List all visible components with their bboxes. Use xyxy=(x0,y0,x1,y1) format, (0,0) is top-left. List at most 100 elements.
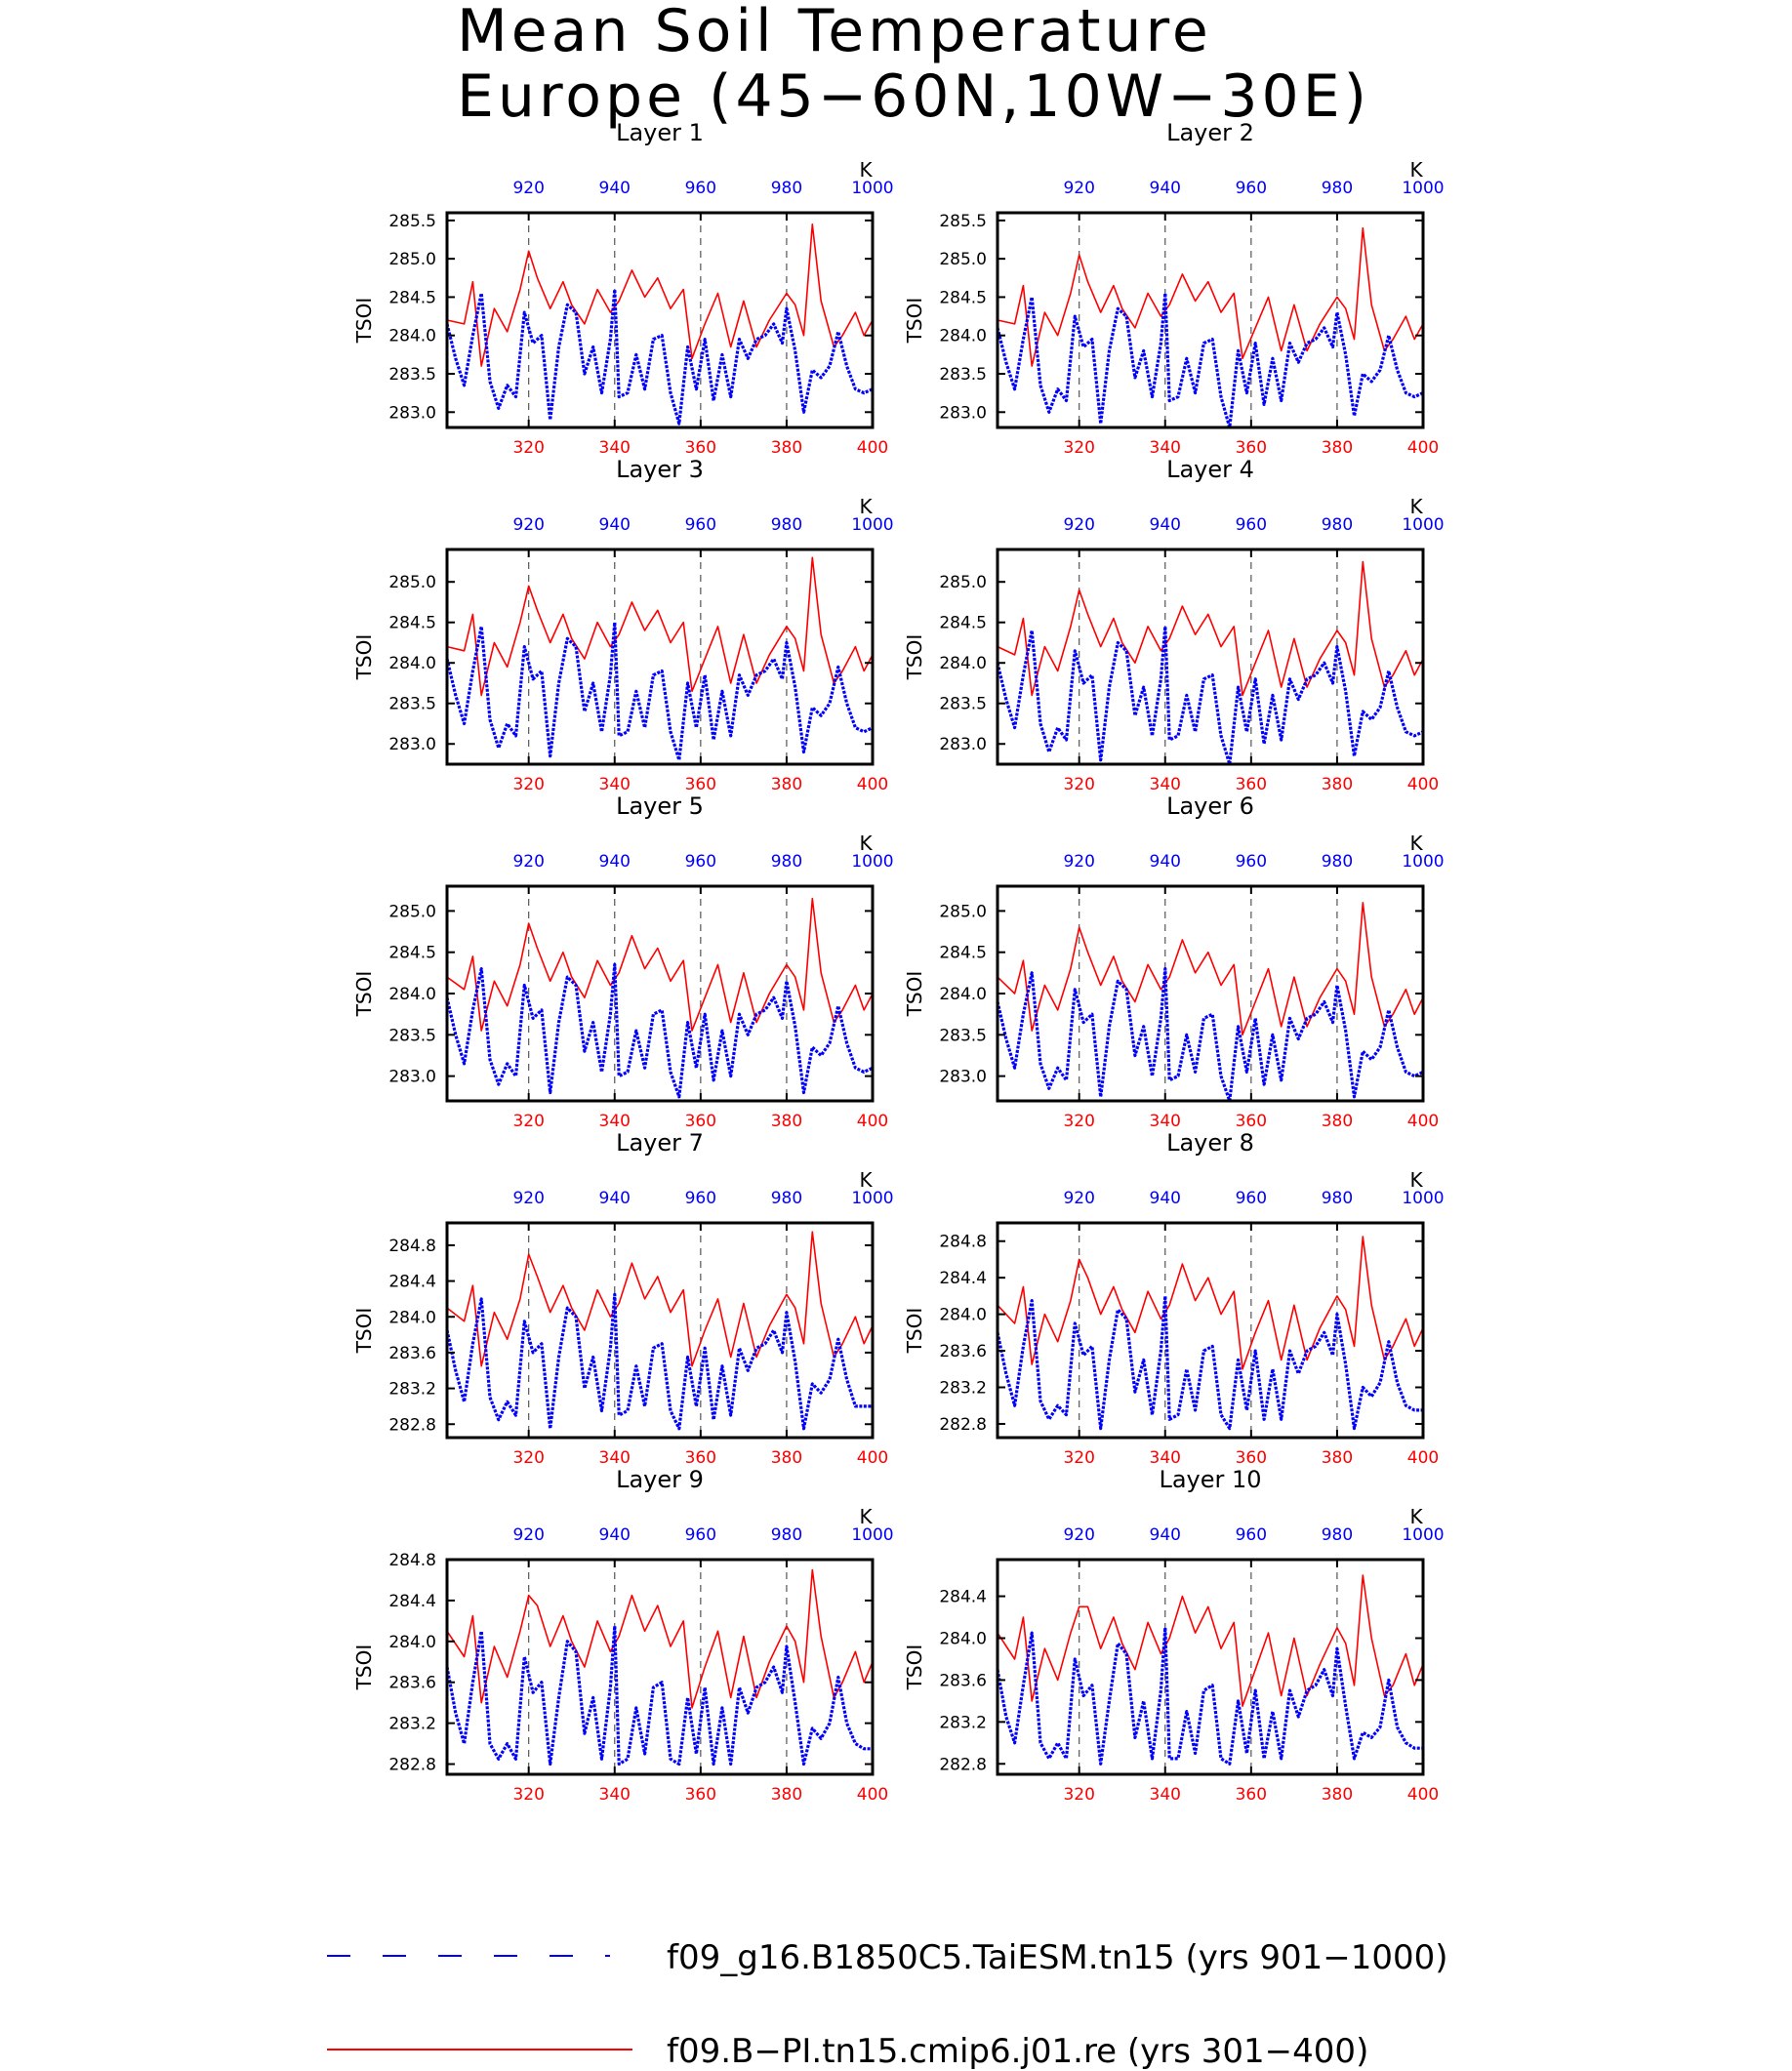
y-tick-label: 284.0 xyxy=(939,985,987,1004)
x-tick-label-bottom: 360 xyxy=(685,1785,716,1805)
legend-label-pi: f09.B−PI.tn15.cmip6.j01.re (yrs 301−400) xyxy=(667,2032,1368,2071)
y-tick-label: 282.8 xyxy=(388,1415,436,1435)
y-tick-label: 284.0 xyxy=(939,1629,987,1648)
panel-title: Layer 10 xyxy=(1159,1466,1261,1493)
series-line-pi xyxy=(997,1236,1424,1370)
x-tick-label-bottom: 340 xyxy=(599,1112,631,1131)
y-axis-label: TSOI xyxy=(352,971,376,1018)
x-tick-label-bottom: 400 xyxy=(857,438,888,458)
y-axis-label: TSOI xyxy=(903,971,926,1018)
y-tick-label: 283.5 xyxy=(388,695,436,714)
y-tick-label: 284.0 xyxy=(388,985,436,1004)
x-tick-label-top: 960 xyxy=(1236,515,1267,535)
x-tick-label-top: 980 xyxy=(1322,852,1353,872)
y-axis-label: TSOI xyxy=(903,1645,926,1691)
y-tick-label: 284.0 xyxy=(939,1306,987,1325)
x-tick-label-top: 1000 xyxy=(851,852,893,872)
y-axis-label: TSOI xyxy=(903,1308,926,1355)
plot-frame xyxy=(996,548,1425,766)
x-tick-label-bottom: 320 xyxy=(512,1448,544,1468)
x-tick-label-top: 980 xyxy=(1322,1189,1353,1208)
figure-title-line2: Europe (45−60N,10W−30E) xyxy=(457,62,1370,131)
x-tick-label-bottom: 320 xyxy=(512,1112,544,1131)
x-tick-label-bottom: 360 xyxy=(685,438,716,458)
y-tick-label: 285.5 xyxy=(939,212,987,231)
x-top-unit: K xyxy=(1409,1168,1423,1192)
panel-7: Layer 7 282.8 283.2 283.6 284.0 284.4 284.8 320… xyxy=(352,1129,894,1468)
y-tick-label: 282.8 xyxy=(939,1415,987,1435)
x-tick-label-bottom: 340 xyxy=(599,775,631,794)
x-tick-label-top: 920 xyxy=(512,1525,544,1545)
y-tick-label: 284.5 xyxy=(939,614,987,633)
x-top-unit: K xyxy=(859,158,873,182)
figure-title-line1: Mean Soil Temperature xyxy=(457,0,1212,65)
x-tick-label-bottom: 320 xyxy=(512,1785,544,1805)
plot-frame xyxy=(445,1221,875,1440)
x-tick-label-top: 940 xyxy=(599,1189,631,1208)
series-line-taiesm xyxy=(996,1626,1423,1766)
y-tick-label: 284.0 xyxy=(388,327,436,346)
x-tick-label-top: 960 xyxy=(685,1525,716,1545)
x-tick-label-top: 1000 xyxy=(851,1525,893,1545)
y-tick-label: 283.6 xyxy=(939,1671,987,1690)
y-axis-label: TSOI xyxy=(352,1645,376,1691)
panel-title: Layer 3 xyxy=(616,456,704,483)
y-tick-label: 283.2 xyxy=(388,1380,436,1400)
x-top-unit: K xyxy=(859,1505,873,1528)
series-line-pi xyxy=(446,897,874,1032)
x-tick-label-bottom: 400 xyxy=(1407,1785,1439,1805)
x-tick-label-top: 940 xyxy=(599,852,631,872)
y-tick-label: 285.5 xyxy=(388,212,436,231)
x-tick-label-bottom: 340 xyxy=(1150,438,1181,458)
plot-frame xyxy=(996,1558,1425,1776)
series-line-taiesm xyxy=(445,962,874,1099)
x-tick-label-bottom: 360 xyxy=(1236,1112,1267,1131)
x-tick-label-top: 920 xyxy=(512,179,544,198)
y-tick-label: 283.0 xyxy=(388,1068,436,1087)
panel-grid: Layer 1 283.0 283.5 284.0 284.5 285.0 285.5 320… xyxy=(352,119,1445,1805)
x-tick-label-bottom: 400 xyxy=(1407,438,1439,458)
x-top-unit: K xyxy=(1409,832,1423,855)
y-tick-label: 284.5 xyxy=(939,288,987,307)
panel-title: Layer 6 xyxy=(1166,792,1254,820)
x-tick-label-bottom: 360 xyxy=(685,1112,716,1131)
panel-title: Layer 8 xyxy=(1166,1129,1254,1157)
x-tick-label-bottom: 380 xyxy=(1322,775,1353,794)
panel-3: Layer 3 283.0 283.5 284.0 284.5 285.0 320 340 36… xyxy=(352,456,894,794)
plot-frame xyxy=(445,1558,875,1776)
x-top-unit: K xyxy=(1409,1505,1423,1528)
panel-title: Layer 7 xyxy=(616,1129,704,1157)
x-tick-label-top: 1000 xyxy=(1402,1525,1444,1545)
x-tick-label-top: 960 xyxy=(685,852,716,872)
x-tick-label-bottom: 360 xyxy=(685,1448,716,1468)
x-tick-label-top: 920 xyxy=(512,852,544,872)
x-top-unit: K xyxy=(1409,158,1423,182)
x-tick-label-bottom: 400 xyxy=(857,1112,888,1131)
series-line-taiesm xyxy=(996,625,1424,766)
x-tick-label-top: 1000 xyxy=(1402,1189,1444,1208)
x-tick-label-bottom: 380 xyxy=(771,1785,802,1805)
x-tick-label-bottom: 400 xyxy=(1407,1448,1439,1468)
series-line-taiesm xyxy=(996,1294,1423,1431)
y-tick-label: 283.5 xyxy=(388,365,436,385)
x-tick-label-top: 980 xyxy=(1322,1525,1353,1545)
x-tick-label-top: 940 xyxy=(1150,1525,1181,1545)
panel-title: Layer 9 xyxy=(616,1466,704,1493)
x-tick-label-bottom: 400 xyxy=(857,1785,888,1805)
x-tick-label-bottom: 320 xyxy=(1063,1448,1094,1468)
x-tick-label-top: 920 xyxy=(512,515,544,535)
x-tick-label-bottom: 380 xyxy=(1322,1112,1353,1131)
y-axis-label: TSOI xyxy=(352,298,376,345)
x-top-unit: K xyxy=(859,1168,873,1192)
x-tick-label-bottom: 340 xyxy=(599,1785,631,1805)
y-tick-label: 284.5 xyxy=(939,944,987,963)
x-tick-label-bottom: 360 xyxy=(1236,775,1267,794)
legend-label-taiesm: f09_g16.B1850C5.TaiESM.tn15 (yrs 901−100… xyxy=(667,1938,1448,1977)
series-line-pi xyxy=(446,1568,874,1709)
y-tick-label: 284.8 xyxy=(388,1551,436,1570)
y-tick-label: 283.0 xyxy=(939,735,987,754)
x-tick-label-bottom: 320 xyxy=(1063,438,1094,458)
x-tick-label-bottom: 340 xyxy=(1150,1448,1181,1468)
x-tick-label-top: 940 xyxy=(1150,179,1181,198)
